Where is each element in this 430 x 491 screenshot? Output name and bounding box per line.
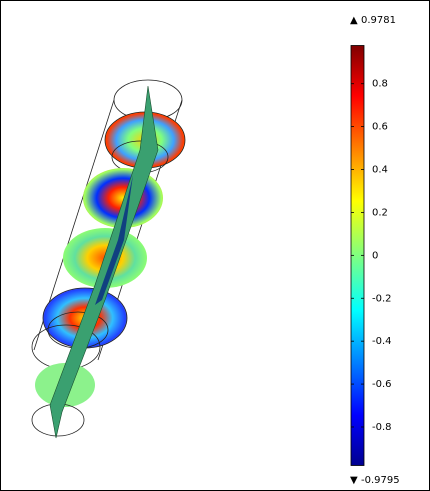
tick-label: 0.4 [372,165,388,176]
max-marker: ▲ [350,15,358,26]
tick-label: 0.8 [372,79,388,90]
tick-label: -0.4 [372,336,392,347]
model-3d [31,79,186,439]
tick-label: 0.6 [372,122,388,133]
min-label: -0.9795 [361,475,400,486]
tick-label: -0.2 [372,293,392,304]
tick-label: 0.2 [372,207,388,218]
tick-label: -0.8 [372,422,392,433]
tick-label: 0 [372,250,378,261]
min-marker: ▼ [350,475,358,486]
tick-label: -0.6 [372,379,392,390]
max-label: 0.9781 [361,15,396,26]
